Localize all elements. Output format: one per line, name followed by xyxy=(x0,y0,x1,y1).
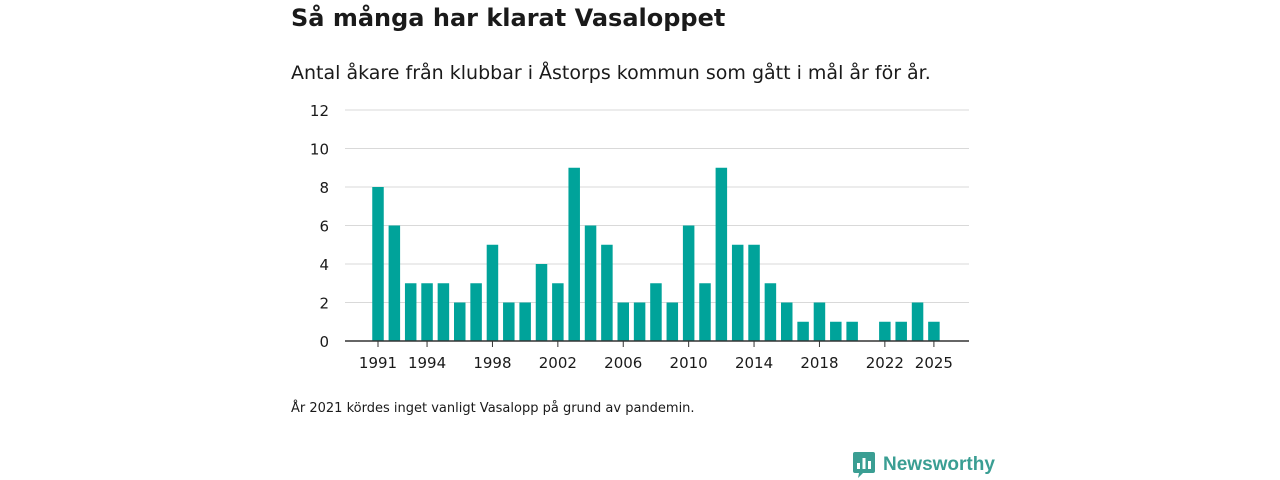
bar-1996 xyxy=(454,302,466,341)
bar-1998 xyxy=(486,244,499,341)
bars xyxy=(372,167,940,341)
bar-2013 xyxy=(731,244,744,341)
y-tick-label: 0 xyxy=(319,333,329,351)
grid-lines xyxy=(345,109,969,303)
bar-2016 xyxy=(781,302,793,341)
bar-1997 xyxy=(470,283,482,341)
x-tick-label: 2014 xyxy=(735,354,773,372)
bar-1995 xyxy=(437,283,450,341)
bar-2017 xyxy=(797,321,809,341)
x-axis-ticks: 1991 1994 1998 2002 2006 2010 2014 2018 2022 2025 xyxy=(359,341,953,372)
bar-chart: 0 2 4 6 8 10 12 1991 1994 1998 2002 2006 2010 2014 20… xyxy=(310,102,969,372)
bar-1991 xyxy=(372,187,384,341)
bar-2019 xyxy=(830,321,842,341)
bar-2008 xyxy=(650,283,662,341)
x-tick-label: 1991 xyxy=(359,354,397,372)
bar-1992 xyxy=(388,225,401,341)
bar-2015 xyxy=(764,283,777,341)
x-tick-label: 1998 xyxy=(473,354,511,372)
bar-2003 xyxy=(568,167,580,341)
bar-2006 xyxy=(617,302,629,341)
bar-2012 xyxy=(715,167,728,341)
brand-name: Newsworthy xyxy=(883,454,995,475)
bar-2025 xyxy=(928,321,940,341)
x-tick-label: 2010 xyxy=(670,354,708,372)
bar-2004 xyxy=(584,225,597,341)
x-tick-label: 2022 xyxy=(866,354,904,372)
y-tick-label: 2 xyxy=(319,295,329,313)
x-tick-label: 2025 xyxy=(915,354,953,372)
bar-2000 xyxy=(519,302,531,341)
x-tick-label: 2006 xyxy=(604,354,642,372)
x-tick-label: 2018 xyxy=(800,354,838,372)
y-tick-label: 10 xyxy=(310,141,329,159)
newsworthy-logo-icon xyxy=(853,452,875,478)
bar-1999 xyxy=(503,302,515,341)
bar-2018 xyxy=(813,302,826,341)
bar-2011 xyxy=(699,283,711,341)
chart-subtitle: Antal åkare från klubbar i Åstorps kommu… xyxy=(291,62,931,84)
bar-2002 xyxy=(552,283,564,341)
bar-2009 xyxy=(666,302,679,341)
bar-2022 xyxy=(879,321,891,341)
brand-logo: Newsworthy xyxy=(853,452,995,478)
bar-2024 xyxy=(911,302,924,341)
bar-1993 xyxy=(404,283,417,341)
y-tick-label: 8 xyxy=(319,179,329,197)
y-tick-label: 4 xyxy=(319,256,329,274)
bar-2005 xyxy=(601,244,613,341)
chart-title: Så många har klarat Vasaloppet xyxy=(291,4,726,32)
bar-1994 xyxy=(421,283,433,341)
bar-2007 xyxy=(633,302,646,341)
x-tick-label: 1994 xyxy=(408,354,446,372)
x-tick-label: 2002 xyxy=(539,354,577,372)
y-tick-label: 6 xyxy=(319,218,329,236)
y-tick-label: 12 xyxy=(310,102,329,120)
y-axis-ticks: 0 2 4 6 8 10 12 xyxy=(310,102,329,351)
bar-2001 xyxy=(535,264,548,341)
bar-2010 xyxy=(682,225,695,341)
bar-2020 xyxy=(846,321,858,341)
bar-2014 xyxy=(748,244,760,341)
chart-footnote: År 2021 kördes inget vanligt Vasalopp på… xyxy=(291,401,695,416)
bar-2023 xyxy=(895,321,907,341)
